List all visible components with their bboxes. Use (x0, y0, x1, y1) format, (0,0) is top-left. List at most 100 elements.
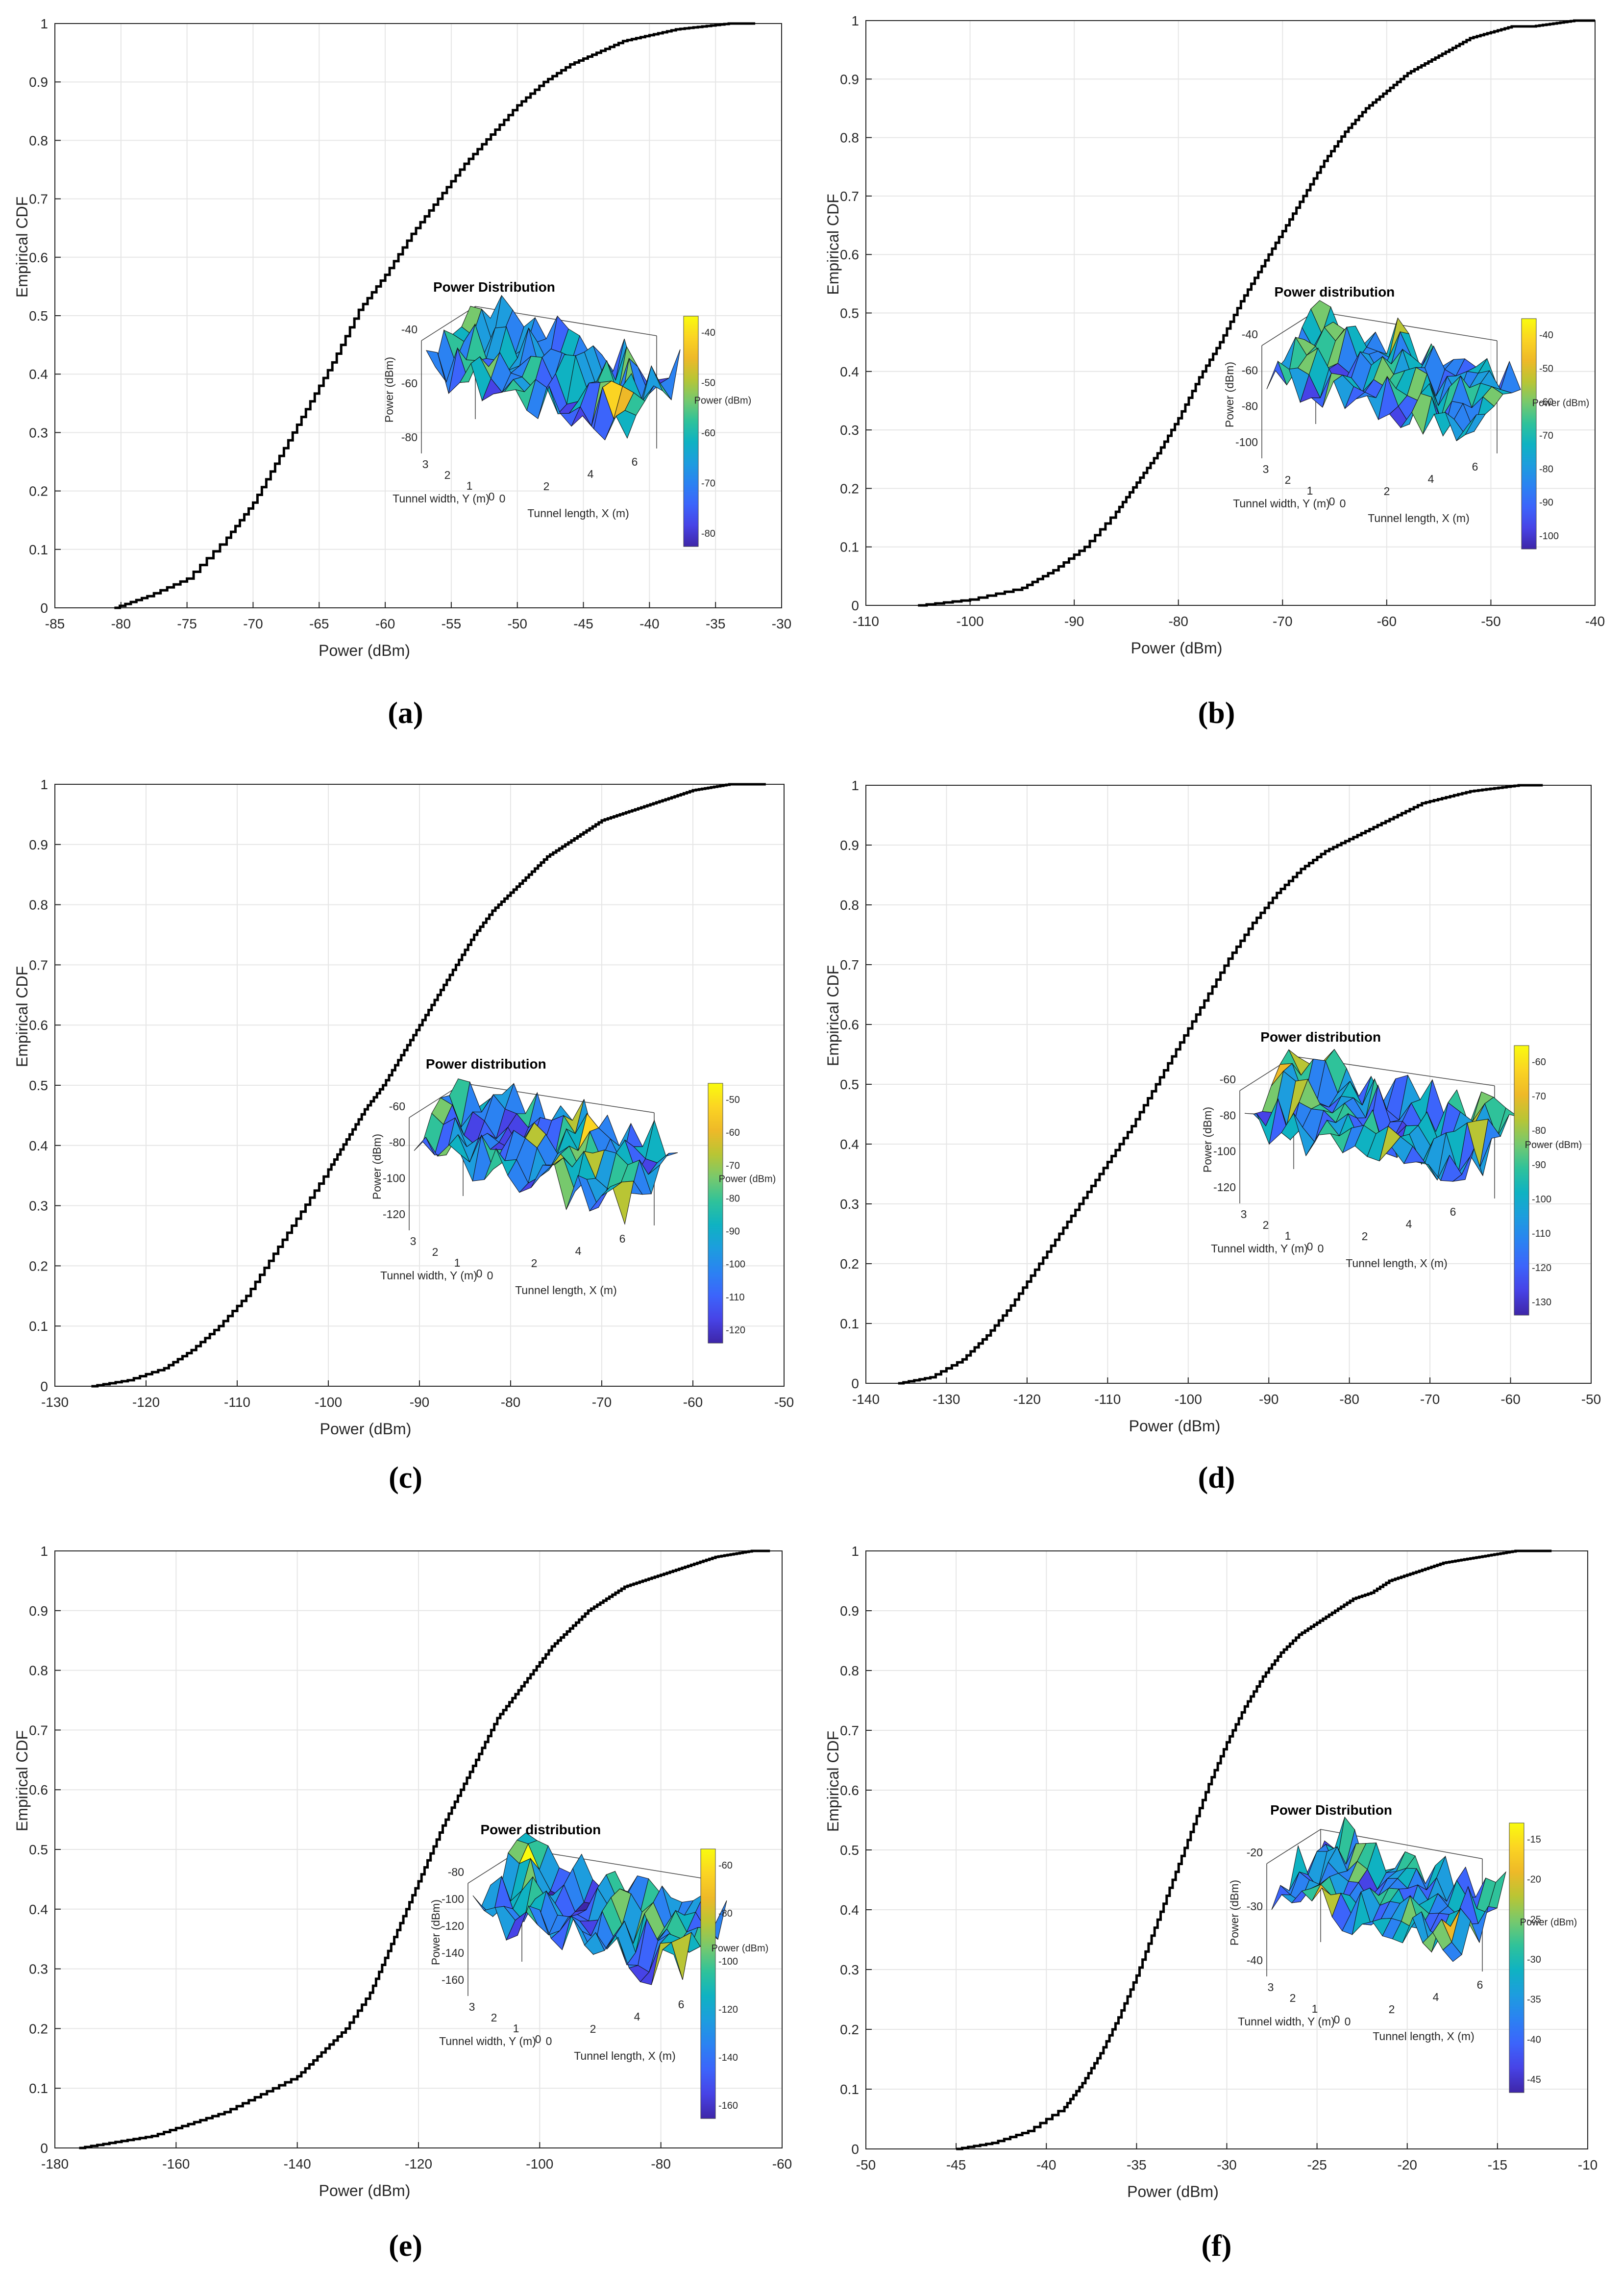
colorbar-tick: -40 (1527, 2034, 1541, 2045)
y-tick-label: 0.7 (29, 1722, 48, 1738)
inset-y-label: Tunnel width, Y (m) (1238, 2015, 1335, 2028)
colorbar-tick: -35 (1527, 1995, 1541, 2005)
inset-y-tick: 3 (1241, 1208, 1247, 1221)
caption-d: (d) (1198, 1461, 1235, 1495)
colorbar-tick: -60 (1539, 397, 1553, 408)
y-tick-label: 0.4 (840, 364, 859, 379)
x-tick-label: -15 (1488, 2157, 1507, 2172)
colorbar-label: Power (dBm) (712, 1943, 769, 1954)
y-tick-label: 1 (851, 1544, 859, 1559)
inset-x-tick: 6 (1450, 1205, 1456, 1218)
x-tick-label: -100 (315, 1395, 342, 1410)
caption-e: (e) (389, 2229, 422, 2263)
colorbar-tick: -50 (1539, 363, 1553, 374)
x-tick-label: -50 (1481, 614, 1500, 629)
cdf-chart-d: -140 -130 -120 -110 -100 -90 -80 -70 -60 -50 0 0.1 0… (824, 778, 1601, 1435)
colorbar (708, 1083, 723, 1344)
x-tick-label: -10 (1578, 2157, 1597, 2172)
colorbar-tick: -90 (726, 1226, 740, 1237)
surface-patch (1442, 1942, 1462, 1962)
colorbar-label: Power (dBm) (1525, 1140, 1582, 1150)
inset-y-tick: 2 (444, 469, 451, 481)
x-tick-label: -85 (45, 616, 65, 631)
inset-surface-plot: Power Distribution -20 -30 -40 Power (dBm) 3 2… (1228, 1802, 1577, 2093)
inset-y-tick: 3 (1268, 1981, 1274, 1994)
y-tick-label: 1 (40, 16, 48, 31)
colorbar-tick: -60 (726, 1127, 740, 1138)
y-tick-label: 0.6 (29, 1782, 48, 1797)
inset-z-tick: -120 (1213, 1181, 1236, 1194)
inset-z-tick: -100 (1235, 436, 1258, 449)
x-axis-label: Power (dBm) (319, 2182, 411, 2199)
inset-x-tick: 2 (1362, 1230, 1368, 1243)
inset-x-tick: 2 (1389, 2003, 1395, 2016)
y-tick-label: 0.9 (29, 75, 48, 90)
caption-a: (a) (388, 697, 423, 730)
inset-y-label: Tunnel width, Y (m) (439, 2035, 536, 2047)
y-tick-label: 0.7 (840, 1723, 859, 1738)
y-tick-label: 0.5 (840, 306, 859, 321)
surface-patch (660, 349, 681, 400)
y-tick-label: 0.1 (840, 1316, 859, 1331)
y-tick-label: 1 (851, 13, 859, 28)
y-tick-label: 0.5 (29, 1078, 48, 1093)
x-tick-label: -80 (111, 616, 131, 631)
y-axis-label: Empirical CDF (824, 965, 842, 1066)
y-tick-label: 0.4 (29, 1902, 48, 1917)
inset-y-tick: 1 (1312, 2002, 1318, 2015)
inset-x-tick: 4 (588, 468, 594, 480)
y-tick-label: 0.2 (29, 2021, 48, 2036)
inset-y-tick: 0 (1307, 1240, 1313, 1253)
subplot-b: -110 -100 -90 -80 -70 -60 -50 -40 0 0.1 0.2 0.3 0.4 0… (811, 0, 1622, 765)
colorbar-tick: -25 (1527, 1914, 1541, 1925)
x-tick-label: -70 (243, 616, 263, 631)
y-tick-label: 0.2 (29, 1258, 48, 1273)
x-tick-label: -65 (309, 616, 329, 631)
y-tick-label: 0.6 (840, 1017, 859, 1032)
y-tick-label: 1 (40, 777, 48, 792)
colorbar-tick: -120 (726, 1325, 745, 1336)
y-tick-label: 0.5 (840, 1843, 859, 1858)
surface-patch (1456, 414, 1477, 441)
inset-y-tick: 2 (1290, 1992, 1296, 2004)
colorbar-label: Power (dBm) (1532, 398, 1590, 409)
x-tick-label: -100 (957, 614, 984, 629)
inset-y-tick: 3 (410, 1235, 417, 1248)
x-tick-label: -120 (1013, 1392, 1041, 1407)
inset-x-tick: 4 (634, 2010, 640, 2023)
surface-patch (1452, 1148, 1475, 1182)
x-tick-label: -35 (1127, 2157, 1146, 2172)
y-tick-label: 0.7 (29, 192, 48, 207)
y-tick-label: 0 (40, 2141, 48, 2156)
x-tick-label: -75 (177, 616, 197, 631)
y-tick-label: 1 (40, 1544, 48, 1559)
colorbar-tick: -80 (1532, 1125, 1546, 1136)
y-tick-label: 0.3 (29, 1198, 48, 1214)
inset-z-tick: -100 (383, 1172, 405, 1185)
inset-y-tick: 2 (491, 2011, 497, 2024)
y-tick-label: 0.1 (29, 1319, 48, 1334)
y-axis-label: Empirical CDF (13, 966, 31, 1067)
colorbar-tick: -70 (726, 1160, 740, 1171)
grid (865, 1550, 1588, 2149)
y-tick-label: 0.6 (840, 1783, 859, 1798)
x-tick-label: -130 (933, 1392, 960, 1407)
x-tick-label: -80 (501, 1395, 520, 1410)
inset-z-tick: -60 (389, 1100, 405, 1113)
x-tick-label: -120 (132, 1395, 160, 1410)
colorbar-tick: -70 (1532, 1091, 1546, 1102)
x-axis-label: Power (dBm) (1129, 1417, 1221, 1435)
y-tick-label: 0.6 (29, 250, 48, 265)
inset-title: Power Distribution (433, 279, 555, 295)
inset-y-tick: 2 (1285, 474, 1291, 486)
y-tick-label: 0 (40, 1379, 48, 1394)
inset-x-tick: 2 (531, 1257, 538, 1270)
x-tick-label: -40 (1036, 2157, 1056, 2172)
colorbar-tick: -100 (1532, 1194, 1551, 1205)
y-tick-label: 0.4 (29, 1138, 48, 1153)
inset-y-tick: 2 (432, 1246, 439, 1258)
surface-patch (613, 1181, 634, 1225)
inset-x-tick: 2 (1384, 485, 1390, 498)
y-tick-label: 0.4 (29, 367, 48, 382)
y-tick-label: 0.3 (840, 423, 859, 438)
